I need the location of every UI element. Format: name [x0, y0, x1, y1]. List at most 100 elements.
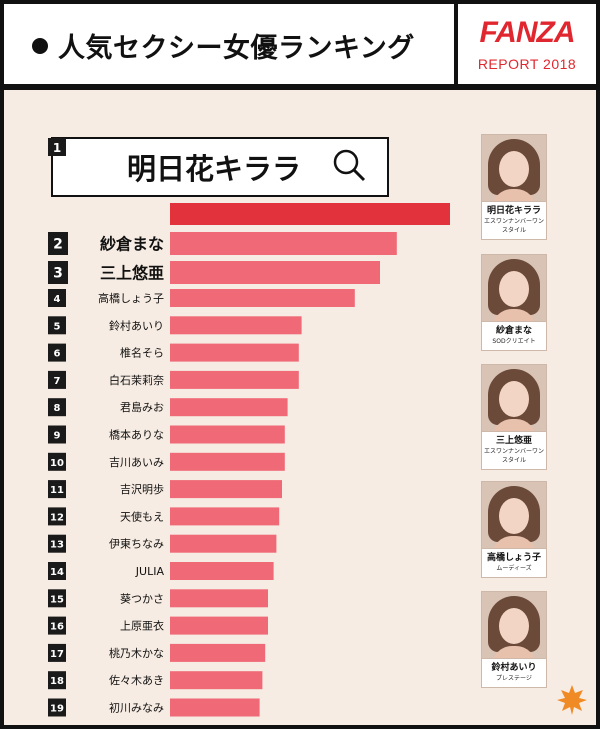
rank-badge-10 — [48, 452, 66, 471]
rank-badge-5 — [48, 316, 66, 335]
maple-leaf-icon — [557, 685, 587, 715]
bar-17 — [170, 643, 266, 662]
bar-7 — [170, 370, 299, 389]
rank-badge-3 — [48, 261, 68, 284]
thumbnail-3: 三上悠亜 エスワンナンバーワンスタイル — [481, 364, 547, 470]
search-icon — [333, 149, 359, 175]
name-label-8: 君島みお — [120, 400, 164, 414]
rank-badge-11 — [48, 480, 66, 499]
rank-number-6: 6 — [54, 349, 61, 360]
thumbnail-label: エスワンナンバーワンスタイル — [483, 448, 544, 464]
thumbnail-label: エスワンナンバーワンスタイル — [483, 218, 544, 234]
name-label-14: JULIA — [135, 565, 165, 578]
rank-number-15: 15 — [50, 594, 64, 605]
thumbnail-label: SODクリエイト — [492, 338, 536, 345]
rank-number-8: 8 — [54, 403, 61, 414]
bar-4 — [170, 289, 355, 307]
name-label-4: 高橋しょう子 — [98, 291, 164, 305]
thumbnail-5: 鈴村あいり プレステージ — [481, 591, 547, 688]
bar-8 — [170, 398, 288, 417]
bar-2 — [170, 232, 397, 255]
thumbnail-caption: 紗倉まな SODクリエイト — [481, 322, 547, 351]
rank-number-2: 2 — [53, 237, 63, 253]
bullet-dot-icon — [32, 38, 48, 54]
thumbnail-caption: 三上悠亜 エスワンナンバーワンスタイル — [481, 432, 547, 470]
brand-box: FANZA REPORT 2018 — [458, 4, 596, 84]
rank-badge-7 — [48, 370, 66, 389]
portrait-photo-icon — [481, 254, 547, 322]
rank-number-14: 14 — [50, 567, 64, 578]
rank-badge-1-front — [48, 138, 66, 156]
search-icon-handle — [352, 168, 366, 182]
rank-badge-12 — [48, 507, 66, 526]
thumbnail-name: 三上悠亜 — [495, 436, 532, 446]
report-year: REPORT 2018 — [477, 56, 577, 72]
thumbnail-name: 明日花キララ — [486, 206, 541, 216]
bar-11 — [170, 480, 282, 499]
bar-9 — [170, 425, 285, 444]
bar-5 — [170, 316, 302, 335]
bar-12 — [170, 507, 280, 526]
fanza-logo: FANZA — [479, 16, 576, 49]
thumbnail-1: 明日花キララ エスワンナンバーワンスタイル — [481, 134, 547, 240]
rank-badge-4 — [48, 289, 66, 307]
name-label-15: 葵つかさ — [120, 592, 164, 605]
rank-number-5: 5 — [54, 321, 61, 332]
rank-badge-13 — [48, 534, 66, 553]
bar-6 — [170, 343, 299, 362]
thumbnail-caption: 高橋しょう子 ムーディーズ — [481, 549, 547, 578]
bar-3 — [170, 261, 380, 284]
top-search-box — [51, 137, 389, 197]
rank-number-1-front: 1 — [53, 141, 61, 155]
rank-badge-19 — [48, 698, 66, 717]
name-label-6: 椎名そら — [120, 346, 164, 360]
name-label-12: 天使もえ — [120, 510, 164, 523]
rank-badge-8 — [48, 398, 66, 417]
name-label-19: 初川みなみ — [109, 701, 164, 715]
thumbnail-label: ムーディーズ — [496, 565, 532, 572]
rank-badge-15 — [48, 589, 66, 608]
rank-number-3: 3 — [53, 266, 63, 282]
thumbnail-4: 高橋しょう子 ムーディーズ — [481, 481, 547, 578]
rank-badge-6 — [48, 343, 66, 362]
rank-number-11: 11 — [50, 485, 64, 496]
ranking-chart: 11 明日花キララ 2 紗倉まな 3 三上悠亜 4 高橋しょう子 5 鈴村あいり 6 椎名そら 7 白石茉… — [48, 137, 450, 717]
chart-panel: 11 明日花キララ 2 紗倉まな 3 三上悠亜 4 高橋しょう子 5 鈴村あいり 6 椎名そら 7 白石茉… — [4, 90, 596, 725]
rank-badge-18 — [48, 671, 66, 690]
bar-1 — [170, 203, 450, 225]
name-label-13: 伊東ちなみ — [109, 538, 164, 551]
name-label-11: 吉沢明歩 — [120, 482, 164, 496]
portrait-photo-icon — [481, 364, 547, 432]
rank-number-12: 12 — [50, 512, 64, 523]
rank-number-19: 19 — [50, 704, 64, 715]
name-label-1: 明日花キララ — [127, 152, 301, 186]
rank-badge-14 — [48, 562, 66, 580]
bar-10 — [170, 452, 285, 471]
rank-number-13: 13 — [50, 540, 64, 551]
name-label-18: 佐々木あき — [109, 673, 164, 687]
rank-number-10: 10 — [50, 458, 64, 469]
portrait-photo-icon — [481, 591, 547, 659]
bar-18 — [170, 671, 263, 690]
bar-13 — [170, 534, 277, 553]
rank-number-7: 7 — [54, 376, 61, 387]
thumbnail-name: 鈴村あいり — [491, 663, 537, 673]
portrait-photo-icon — [481, 134, 547, 202]
rank-badge-9 — [48, 425, 66, 444]
portrait-photo-icon — [481, 481, 547, 549]
name-label-16: 上原亜衣 — [120, 619, 164, 633]
thumbnail-name: 高橋しょう子 — [486, 553, 541, 563]
bar-14 — [170, 562, 274, 580]
rank-number-18: 18 — [50, 676, 64, 687]
page-title: 人気セクシー女優ランキング — [32, 26, 415, 65]
thumbnail-2: 紗倉まな SODクリエイト — [481, 254, 547, 351]
bar-15 — [170, 589, 268, 608]
name-label-5: 鈴村あいり — [109, 318, 164, 332]
page-title-text: 人気セクシー女優ランキング — [58, 33, 415, 64]
name-label-2: 紗倉まな — [100, 235, 164, 254]
thumbnail-label: プレステージ — [496, 675, 532, 682]
bar-16 — [170, 616, 268, 635]
name-label-17: 桃乃木かな — [109, 646, 164, 660]
thumbnail-name: 紗倉まな — [495, 326, 532, 336]
